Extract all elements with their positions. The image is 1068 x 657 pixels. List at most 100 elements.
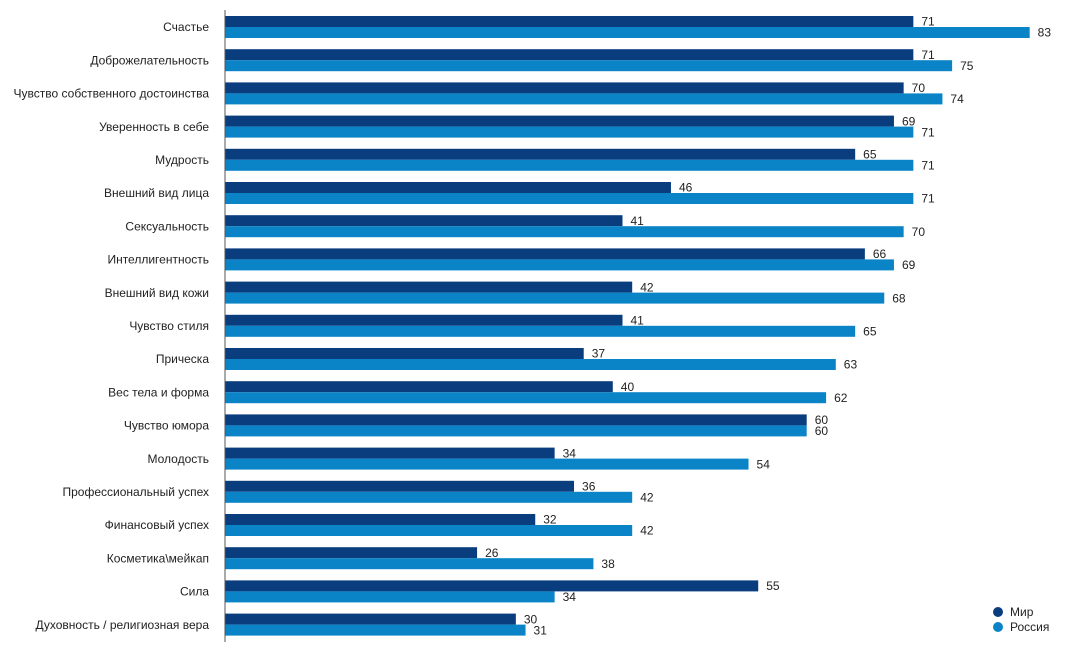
value-label-rossiya: 83	[1038, 26, 1052, 40]
bar-rossiya	[225, 159, 914, 171]
bar-mir	[225, 16, 914, 27]
bar-mir	[225, 414, 807, 426]
value-label-rossiya: 62	[834, 391, 848, 405]
legend-label-0: Мир	[1010, 604, 1034, 619]
bar-rossiya	[225, 325, 856, 337]
value-label-rossiya: 70	[912, 225, 926, 239]
value-label-mir: 71	[921, 15, 935, 29]
value-label-rossiya: 31	[534, 623, 548, 637]
category-label: Профессиональный успех	[62, 485, 209, 499]
bar-mir	[225, 281, 633, 293]
category-label: Интеллигентность	[107, 253, 209, 267]
value-label-mir: 69	[902, 114, 916, 128]
value-label-rossiya: 42	[640, 524, 654, 538]
value-label-mir: 70	[912, 81, 926, 95]
bar-rossiya	[225, 292, 885, 304]
bar-mir	[225, 348, 584, 359]
value-label-rossiya: 34	[563, 590, 577, 604]
value-label-rossiya: 54	[757, 457, 771, 471]
bar-mir	[225, 182, 671, 193]
category-label: Финансовый успех	[105, 518, 209, 532]
value-label-rossiya: 65	[863, 324, 877, 338]
bar-rossiya	[225, 193, 914, 204]
value-label-rossiya: 69	[902, 258, 916, 272]
value-label-mir: 66	[873, 247, 887, 261]
legend-label-1: Россия	[1010, 619, 1050, 634]
value-label-mir: 42	[640, 280, 654, 294]
bar-rossiya	[225, 558, 594, 570]
value-label-mir: 41	[630, 313, 644, 327]
bar-rossiya	[225, 93, 943, 105]
bar-rossiya	[225, 27, 1030, 38]
bar-mir	[225, 148, 856, 160]
value-label-rossiya: 60	[815, 424, 829, 438]
bar-mir	[225, 314, 623, 326]
value-label-rossiya: 38	[601, 557, 615, 571]
bar-mir	[225, 514, 536, 525]
legend: Мир Россия	[993, 604, 1049, 634]
bar-mir	[225, 215, 623, 227]
value-label-rossiya: 42	[640, 490, 654, 504]
category-label: Счастье	[163, 20, 209, 34]
value-label-rossiya: 71	[921, 192, 935, 206]
bar-rossiya	[225, 259, 894, 271]
value-label-mir: 40	[621, 380, 635, 394]
legend-item-1: Россия	[993, 619, 1049, 634]
bar-mir	[225, 480, 575, 492]
value-label-mir: 46	[679, 181, 693, 195]
bar-mir	[225, 447, 555, 459]
bar-rossiya	[225, 525, 633, 536]
category-label: Сила	[180, 585, 209, 599]
category-label: Чувство собственного достоинства	[14, 87, 210, 101]
category-label: Внешний вид кожи	[105, 286, 209, 300]
value-label-mir: 36	[582, 479, 596, 493]
bar-mir	[225, 115, 894, 127]
value-label-rossiya: 71	[921, 125, 935, 139]
bar-rossiya	[225, 624, 526, 636]
category-label: Сексуальность	[125, 219, 209, 233]
value-label-mir: 60	[815, 413, 829, 427]
value-label-mir: 34	[563, 446, 577, 460]
value-label-rossiya: 68	[892, 291, 906, 305]
bar-mir	[225, 580, 759, 592]
value-label-mir: 37	[592, 347, 606, 361]
value-label-mir: 41	[630, 214, 644, 228]
bar-rossiya	[225, 491, 633, 503]
category-label: Мудрость	[155, 153, 209, 167]
category-label: Духовность / религиозная вера	[35, 618, 209, 632]
value-label-rossiya: 75	[960, 59, 974, 73]
bar-mir	[225, 547, 478, 559]
category-label: Внешний вид лица	[104, 186, 209, 200]
legend-swatch-0	[993, 606, 1003, 617]
bar-rossiya	[225, 126, 914, 138]
value-label-mir: 30	[524, 612, 538, 626]
legend-swatch-1	[993, 621, 1003, 632]
bar-mir	[225, 613, 516, 625]
bar-rossiya	[225, 359, 836, 370]
bar-rossiya	[225, 226, 904, 238]
category-label: Уверенность в себе	[99, 120, 209, 134]
category-label: Молодость	[147, 452, 209, 466]
value-label-mir: 32	[543, 513, 557, 527]
bar-mir	[225, 82, 904, 94]
category-label: Прическа	[156, 352, 209, 366]
bar-mir	[225, 49, 914, 61]
value-label-mir: 26	[485, 546, 499, 560]
bar-mir	[225, 248, 865, 260]
category-label: Вес тела и форма	[108, 385, 209, 399]
bar-rossiya	[225, 60, 953, 72]
bar-rossiya	[225, 425, 807, 437]
category-label: Чувство юмора	[124, 419, 209, 433]
value-label-mir: 55	[766, 579, 780, 593]
bar-rossiya	[225, 458, 749, 470]
value-label-rossiya: 63	[844, 358, 858, 372]
bar-rossiya	[225, 591, 555, 603]
legend-item-0: Мир	[993, 604, 1049, 619]
value-label-mir: 71	[921, 48, 935, 62]
value-label-rossiya: 71	[921, 158, 935, 172]
value-label-rossiya: 74	[950, 92, 964, 106]
category-label: Доброжелательность	[90, 53, 209, 67]
value-label-mir: 65	[863, 147, 877, 161]
